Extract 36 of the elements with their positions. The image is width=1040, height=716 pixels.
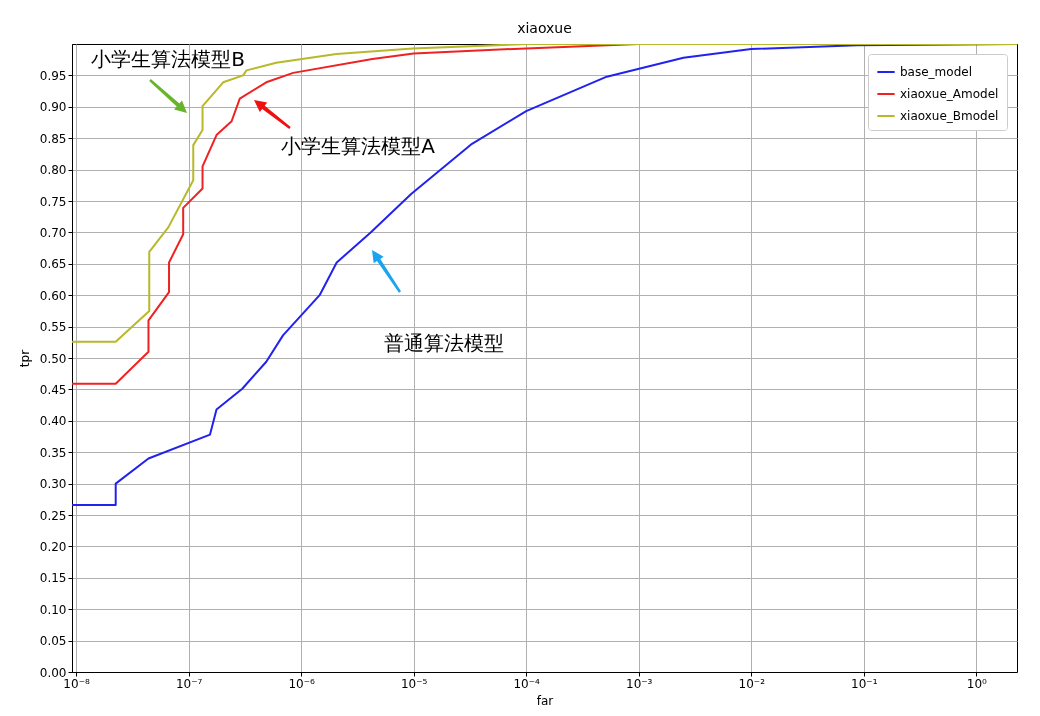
y-tick-label: 0.80	[39, 163, 67, 178]
x-tick-label: 10⁻⁴	[513, 676, 541, 691]
y-tick-label: 0.75	[39, 194, 67, 209]
y-tick-label: 0.30	[39, 477, 67, 492]
x-tick-label: 10⁻¹	[851, 676, 878, 691]
y-tick-label: 0.45	[39, 382, 67, 397]
y-tick-label: 0.95	[39, 68, 67, 83]
annotation: 小学生算法模型A	[281, 133, 436, 158]
y-axis-title: tpr	[17, 349, 32, 368]
y-tick-label: 0.85	[39, 131, 67, 146]
x-tick-label: 10⁻²	[738, 676, 766, 691]
y-tick-label: 0.65	[39, 257, 67, 272]
y-tick-label: 0.20	[39, 539, 67, 554]
legend-label: xiaoxue_Amodel	[900, 87, 999, 101]
x-tick-label: 10⁻⁷	[175, 676, 203, 691]
y-tick-label: 0.40	[39, 414, 67, 429]
y-tick-label: 0.70	[39, 225, 67, 240]
legend-label: xiaoxue_Bmodel	[900, 109, 999, 123]
y-tick-label: 0.25	[39, 508, 67, 523]
annotation: 普通算法模型	[384, 330, 504, 355]
y-tick-label: 0.10	[39, 602, 67, 617]
y-tick-label: 0.05	[39, 634, 67, 649]
x-tick-label: 10⁰	[966, 676, 988, 691]
y-tick-label: 0.90	[39, 100, 67, 115]
x-axis-title: far	[536, 693, 554, 708]
y-tick-label: 0.15	[39, 571, 67, 586]
y-tick-label: 0.35	[39, 445, 67, 460]
chart-title: xiaoxue	[517, 20, 572, 36]
y-tick-label: 0.60	[39, 288, 67, 303]
y-tick-label: 0.55	[39, 320, 67, 335]
x-tick-label: 10⁻⁶	[288, 676, 316, 691]
annotation: 小学生算法模型B	[91, 46, 245, 71]
x-tick-label: 10⁻⁵	[400, 676, 428, 691]
legend-label: base_model	[900, 65, 972, 79]
x-tick-label: 10⁻³	[626, 676, 653, 691]
y-tick-label: 0.50	[39, 351, 67, 366]
